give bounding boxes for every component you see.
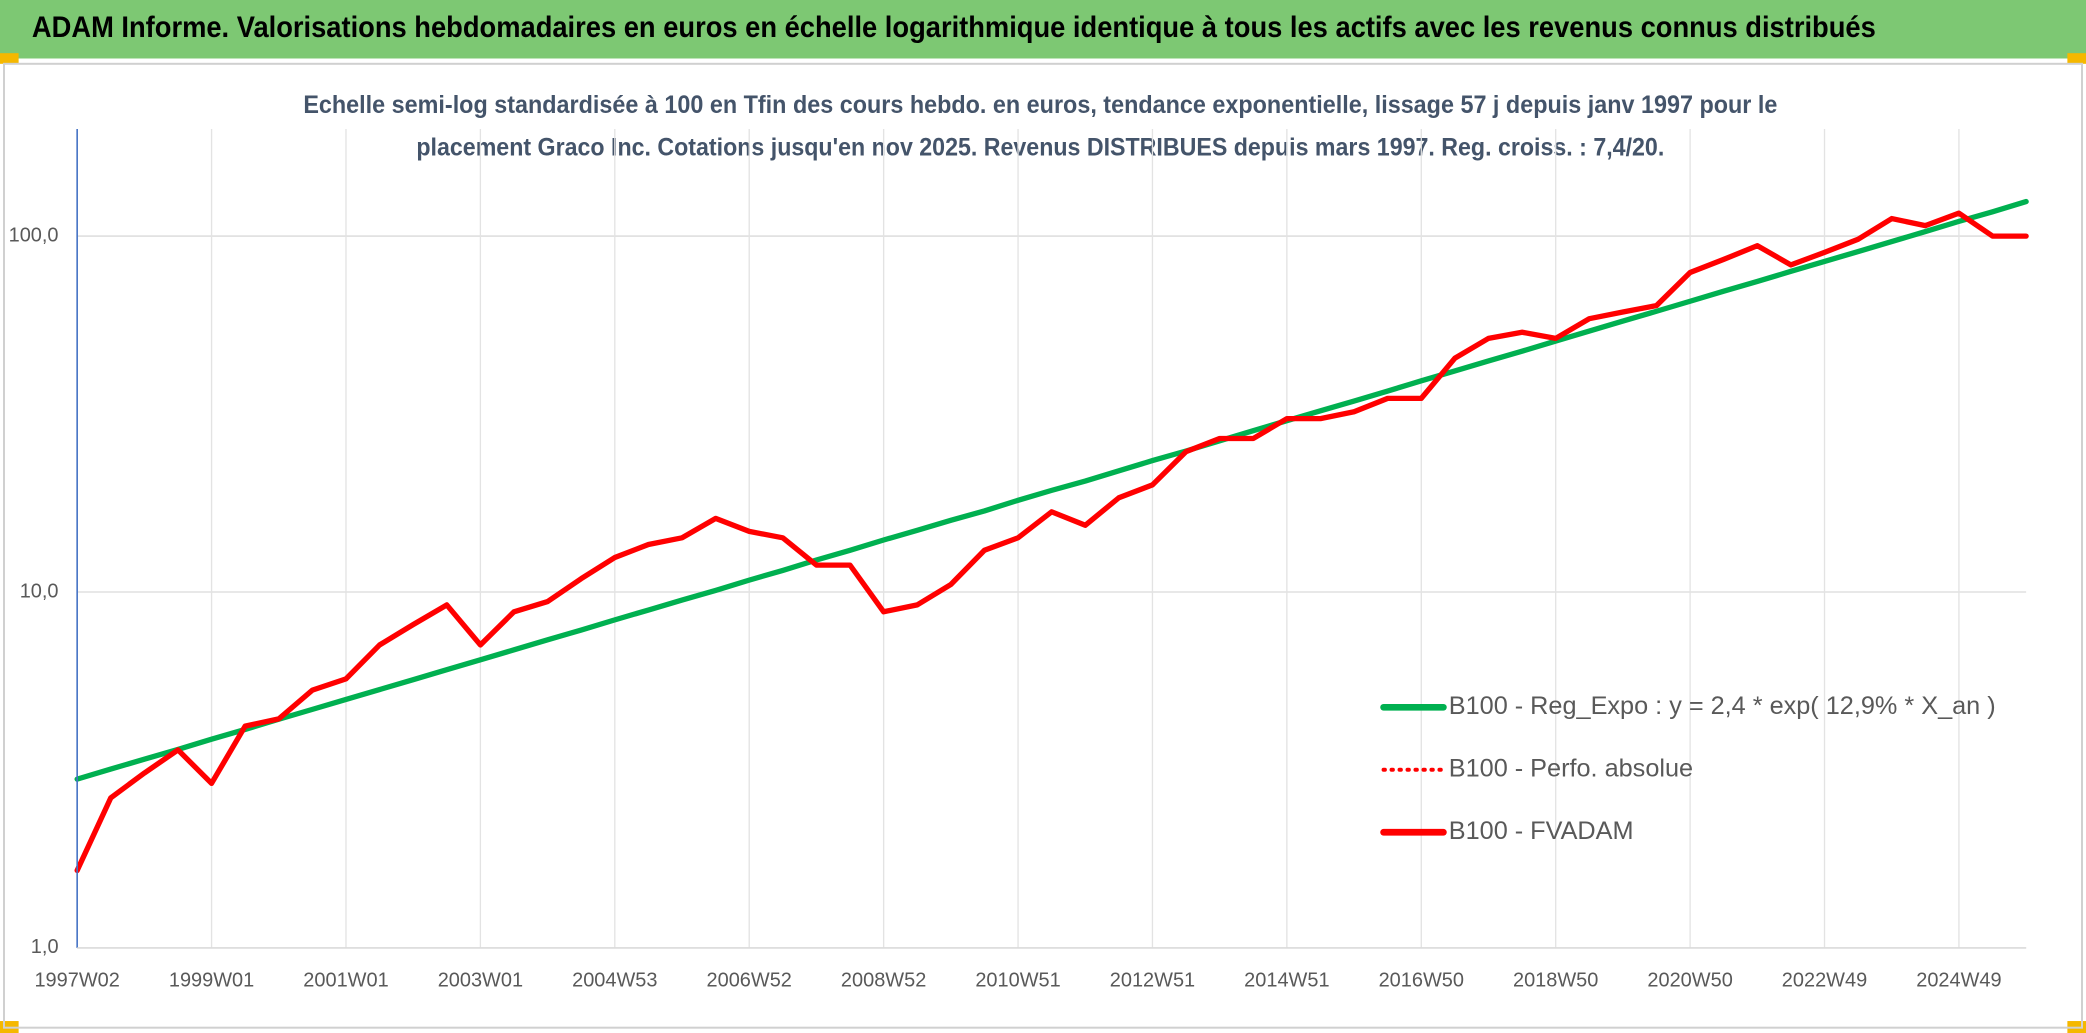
chart-frame bbox=[2, 62, 2084, 1029]
corner-mark bbox=[2067, 53, 2086, 64]
x-tick-label: 2012W51 bbox=[1110, 969, 1195, 991]
series-line bbox=[74, 198, 2029, 782]
x-tick-label: 2024W49 bbox=[1916, 969, 2001, 991]
x-tick-label: 2020W50 bbox=[1647, 969, 1732, 991]
page-title: ADAM Informe. Valorisations hebdomadaire… bbox=[32, 12, 1876, 44]
x-tick-label: 2001W01 bbox=[303, 969, 388, 991]
x-tick-label: 2010W51 bbox=[975, 969, 1060, 991]
x-tick-label: 2006W52 bbox=[707, 969, 792, 991]
y-tick-label: 10,0 bbox=[20, 580, 59, 602]
x-tick-label: 2016W50 bbox=[1379, 969, 1464, 991]
plot-lines bbox=[74, 198, 2029, 874]
header-band bbox=[0, 0, 2086, 59]
x-tick-label: 2008W52 bbox=[841, 969, 926, 991]
x-tick-label: 2003W01 bbox=[438, 969, 523, 991]
legend: B100 - Reg_Expo : y = 2,4 * exp( 12,9% *… bbox=[1380, 692, 1996, 845]
legend-label: B100 - Perfo. absolue bbox=[1449, 754, 1693, 782]
x-tick-label: 2014W51 bbox=[1244, 969, 1329, 991]
x-tick-label: 2018W50 bbox=[1513, 969, 1598, 991]
legend-label: B100 - FVADAM bbox=[1449, 817, 1634, 845]
legend-label: B100 - Reg_Expo : y = 2,4 * exp( 12,9% *… bbox=[1449, 692, 1996, 720]
corner-mark bbox=[0, 53, 19, 64]
chart-subtitle: placement Graco Inc. Cotations jusqu'en … bbox=[416, 134, 1664, 162]
x-tick-label: 1999W01 bbox=[169, 969, 254, 991]
y-tick-label: 100,0 bbox=[9, 224, 59, 246]
series-line bbox=[74, 210, 2029, 874]
x-tick-label: 2022W49 bbox=[1782, 969, 1867, 991]
x-tick-label: 2004W53 bbox=[572, 969, 657, 991]
y-tick-label: 1,0 bbox=[31, 936, 59, 958]
chart-subtitle: Echelle semi-log standardisée à 100 en T… bbox=[303, 91, 1777, 119]
x-tick-label: 1997W02 bbox=[34, 969, 119, 991]
